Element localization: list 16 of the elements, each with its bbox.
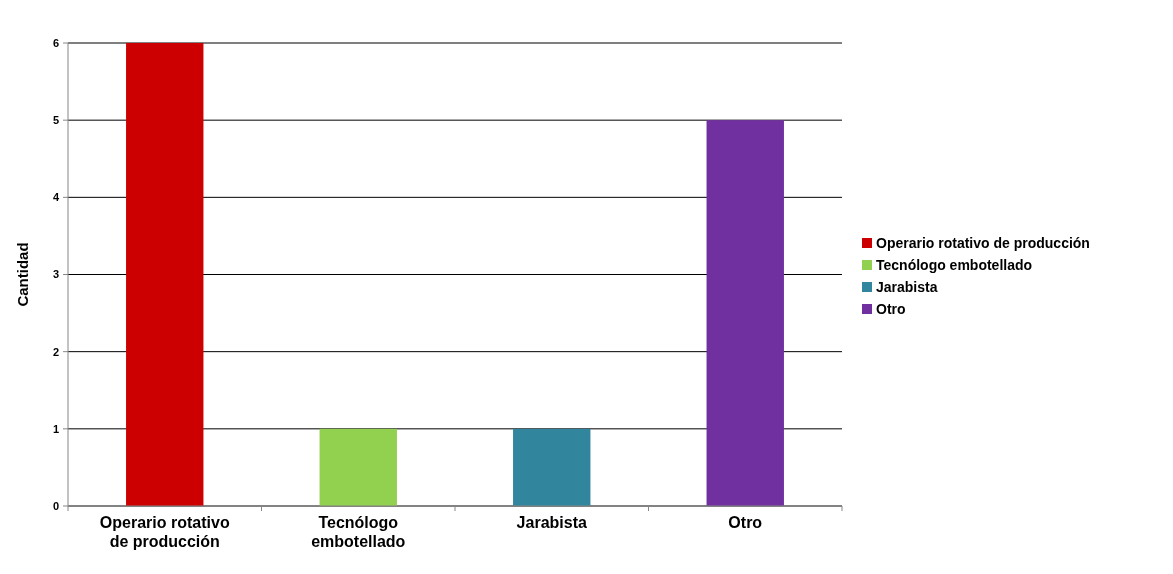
- y-tick-label: 6: [52, 36, 59, 49]
- y-tick-label: 3: [52, 268, 59, 281]
- y-tick-label: 2: [52, 345, 59, 358]
- y-tick-label: 1: [52, 422, 59, 435]
- y-tick-label: 4: [52, 191, 60, 204]
- legend-label: Jarabista: [876, 278, 938, 295]
- x-tick-label: Jarabista: [516, 514, 587, 531]
- x-tick-label: Tecnólogo embotellado: [311, 514, 406, 550]
- y-axis-title: Cantidad: [14, 242, 31, 307]
- x-tick-label: Otro: [728, 514, 763, 531]
- x-tick-label: Operario rotativo de producción: [99, 514, 230, 550]
- y-tick-label: 5: [52, 114, 59, 127]
- legend-label: Operario rotativo de producción: [876, 234, 1090, 251]
- legend-label: Tecnólogo embotellado: [876, 256, 1033, 273]
- y-tick-label: 0: [52, 499, 59, 512]
- legend-label: Otro: [876, 300, 906, 317]
